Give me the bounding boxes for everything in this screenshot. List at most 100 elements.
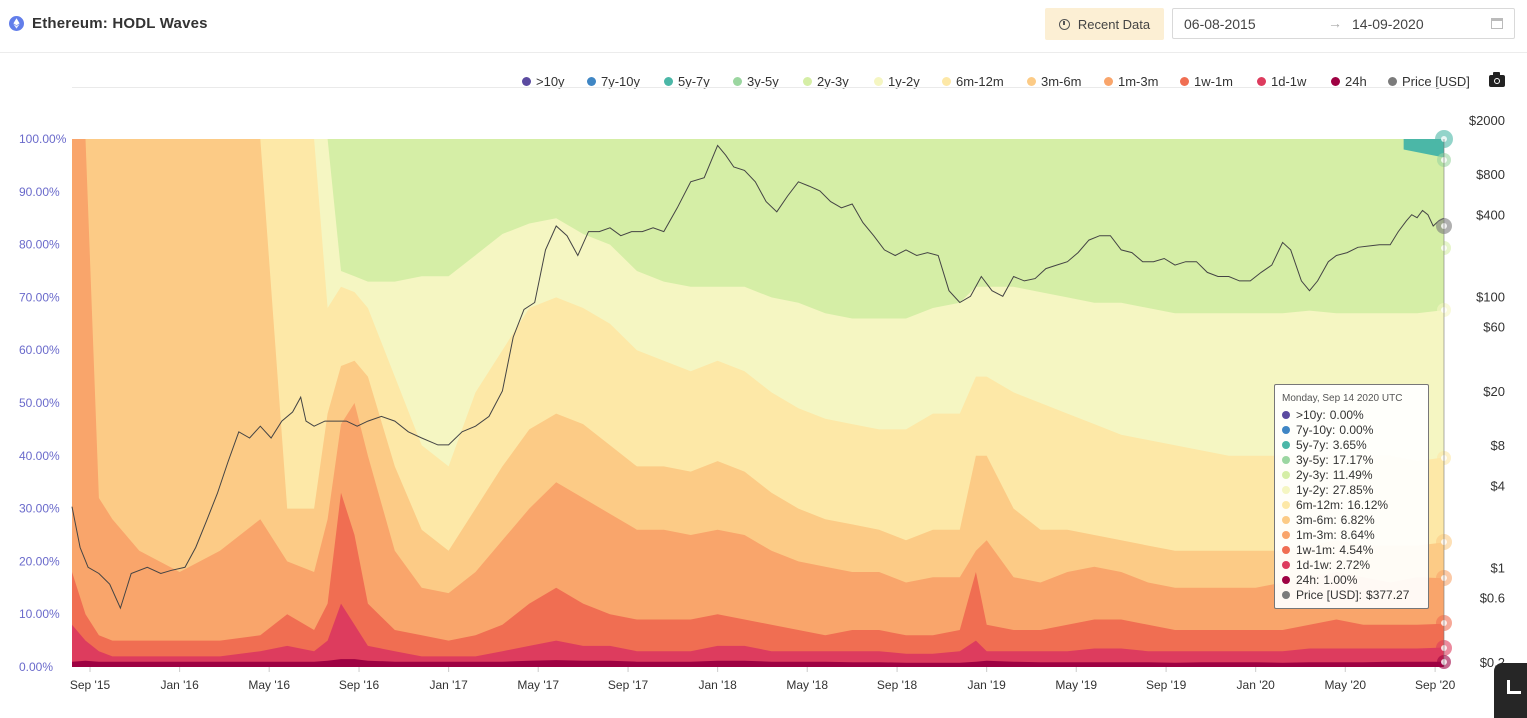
band-24h <box>72 659 1444 667</box>
tooltip-row: 7y-10y: 0.00% <box>1282 422 1428 437</box>
tooltip-dot <box>1282 500 1290 509</box>
legend-label: 7y-10y <box>601 74 641 89</box>
legend-item[interactable]: >10y <box>522 74 565 89</box>
tooltip-row: 5y-7y: 3.65% <box>1282 437 1428 452</box>
tooltip-series-name: 6m-12m: <box>1296 497 1344 512</box>
tooltip-series-value: $377.27 <box>1366 587 1410 602</box>
recent-data-label: Recent Data <box>1077 16 1151 32</box>
y-left-tick-label: 10.00% <box>19 607 60 621</box>
calendar-icon[interactable] <box>1491 18 1503 29</box>
tooltip: Monday, Sep 14 2020 UTC >10y: 0.00% 7y-10y… <box>1274 384 1429 609</box>
tooltip-row: 24h: 1.00% <box>1282 572 1428 587</box>
legend-item[interactable]: 1m-3m <box>1104 74 1158 89</box>
tooltip-series-name: 1w-1m: <box>1296 542 1336 557</box>
y-left-tick-label: 30.00% <box>19 502 60 516</box>
page-title: Ethereum: HODL Waves <box>32 15 208 32</box>
y-left-tick-label: 70.00% <box>19 290 60 304</box>
tooltip-row: >10y: 0.00% <box>1282 407 1428 422</box>
tooltip-series-name: 24h: <box>1296 572 1320 587</box>
x-tick-label: Jan '19 <box>968 678 1007 692</box>
legend-label: 3y-5y <box>747 74 779 89</box>
legend-dot <box>1027 77 1036 86</box>
tooltip-series-value: 27.85% <box>1332 482 1374 497</box>
chat-icon <box>1507 680 1521 694</box>
y-left-tick-label: 0.00% <box>19 660 53 674</box>
date-range-picker[interactable]: 06-08-2015 → 14-09-2020 <box>1172 8 1515 39</box>
camera-icon[interactable] <box>1489 72 1505 87</box>
x-tick-label: Sep '16 <box>339 678 380 692</box>
legend-label: 1m-3m <box>1118 74 1159 89</box>
top-bar: Ethereum: HODL Waves Recent Data 06-08-2… <box>0 0 1527 53</box>
legend-item[interactable]: 7y-10y <box>587 74 640 89</box>
legend-dot <box>664 77 673 86</box>
x-tick-label: May '18 <box>786 678 828 692</box>
tooltip-series-name: 1y-2y: <box>1296 482 1329 497</box>
legend-label: 5y-7y <box>678 74 710 89</box>
tooltip-series-name: 5y-7y: <box>1296 437 1329 452</box>
tooltip-dot <box>1282 590 1290 599</box>
legend-item[interactable]: Price [USD] <box>1388 74 1470 89</box>
tooltip-dot <box>1282 515 1290 524</box>
x-tick-label: Jan '17 <box>429 678 468 692</box>
legend-item[interactable]: 1d-1w <box>1257 74 1306 89</box>
x-tick-label: May '20 <box>1324 678 1366 692</box>
tooltip-row: 3m-6m: 6.82% <box>1282 512 1428 527</box>
y-left-tick-label: 50.00% <box>19 396 60 410</box>
legend-item[interactable]: 1y-2y <box>874 74 920 89</box>
legend-item[interactable]: 5y-7y <box>664 74 710 89</box>
date-to[interactable]: 14-09-2020 <box>1352 16 1424 32</box>
legend-item[interactable]: 3y-5y <box>733 74 779 89</box>
legend-dot <box>1388 77 1397 86</box>
axes: 0.00% 10.00% 20.00% 30.00% 40.00% 50.00% 60.00… <box>19 113 1505 692</box>
x-tick-label: May '19 <box>1055 678 1097 692</box>
tooltip-series-value: 8.64% <box>1340 527 1375 542</box>
tooltip-dot <box>1282 530 1290 539</box>
legend-label: 1d-1w <box>1271 74 1307 89</box>
y-right-tick-label: $0.6 <box>1480 590 1505 605</box>
tooltip-dot <box>1282 545 1290 554</box>
y-right-tick-label: $60 <box>1483 319 1505 334</box>
y-right-tick-label: $4 <box>1491 479 1505 494</box>
date-from[interactable]: 06-08-2015 <box>1184 16 1256 32</box>
tooltip-dot <box>1282 425 1290 434</box>
tooltip-row: 2y-3y: 11.49% <box>1282 467 1428 482</box>
legend-dot <box>874 77 883 86</box>
legend-label: 2y-3y <box>817 74 849 89</box>
y-right-tick-label: $1 <box>1491 560 1505 575</box>
tooltip-series-value: 2.72% <box>1336 557 1371 572</box>
y-right-tick-label: $20 <box>1483 384 1505 399</box>
tooltip-series-value: 11.49% <box>1332 467 1373 482</box>
series-markers <box>1435 130 1453 669</box>
tooltip-row: 1m-3m: 8.64% <box>1282 527 1428 542</box>
y-right-tick-label: $800 <box>1476 167 1505 182</box>
tooltip-dot <box>1282 485 1290 494</box>
legend-dot <box>942 77 951 86</box>
tooltip-series-value: 6.82% <box>1340 512 1375 527</box>
band-3m-6m <box>72 139 1444 667</box>
legend-dot <box>803 77 812 86</box>
x-tick-label: May '16 <box>248 678 290 692</box>
y-left-tick-label: 100.00% <box>19 132 67 146</box>
tooltip-series-value: 4.54% <box>1339 542 1374 557</box>
tooltip-series-name: 1m-3m: <box>1296 527 1337 542</box>
x-tick-label: Jan '18 <box>698 678 737 692</box>
recent-data-button[interactable]: Recent Data <box>1045 8 1164 40</box>
x-tick-label: Sep '17 <box>608 678 649 692</box>
legend-dot <box>1180 77 1189 86</box>
legend-item[interactable]: 24h <box>1331 74 1367 89</box>
help-widget[interactable] <box>1494 663 1527 718</box>
clock-icon <box>1058 18 1070 30</box>
legend-dot <box>1257 77 1266 86</box>
band-1m-3m <box>72 139 1444 667</box>
tooltip-series-name: 3m-6m: <box>1296 512 1337 527</box>
legend-item[interactable]: 1w-1m <box>1180 74 1233 89</box>
legend-item[interactable]: 2y-3y <box>803 74 849 89</box>
legend-label: 6m-12m <box>956 74 1004 89</box>
legend-dot <box>1331 77 1340 86</box>
tooltip-series-value: 17.17% <box>1332 452 1374 467</box>
legend-item[interactable]: 3m-6m <box>1027 74 1081 89</box>
tooltip-series-name: 1d-1w: <box>1296 557 1333 572</box>
legend-dot <box>733 77 742 86</box>
legend-item[interactable]: 6m-12m <box>942 74 1004 89</box>
